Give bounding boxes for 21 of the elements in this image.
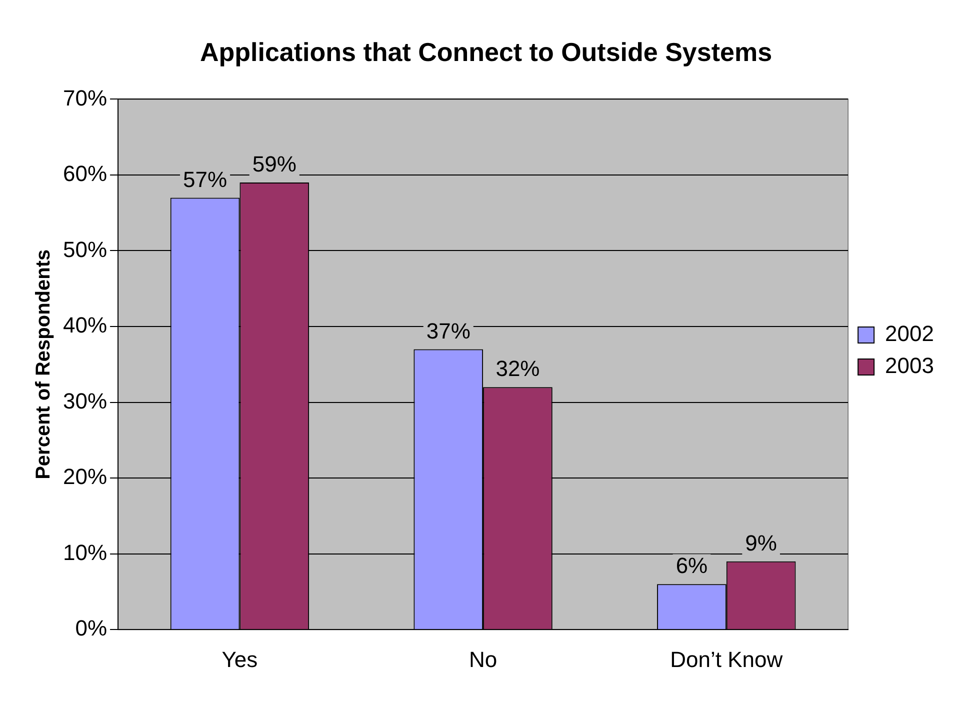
data-label: 6% bbox=[676, 553, 708, 578]
y-axis-title: Percent of Respondents bbox=[32, 249, 55, 480]
data-label: 59% bbox=[252, 152, 296, 177]
data-label: 32% bbox=[496, 356, 540, 382]
y-tick-label: 10% bbox=[62, 540, 108, 565]
x-tick-label: No bbox=[468, 646, 498, 672]
x-tick-label: Yes bbox=[222, 646, 258, 672]
chart-title: Applications that Connect to Outside Systems bbox=[200, 36, 772, 67]
y-tick-label: 20% bbox=[62, 464, 108, 490]
legend-label: 2003 bbox=[885, 353, 934, 378]
y-tick-label: 50% bbox=[62, 236, 108, 262]
y-tick-label: 60% bbox=[62, 161, 108, 186]
y-tick-label: 70% bbox=[62, 85, 108, 110]
y-tick-label: 40% bbox=[62, 312, 108, 338]
data-label: 9% bbox=[745, 530, 777, 556]
y-tick-label: 0% bbox=[75, 616, 108, 641]
y-tick-label: 30% bbox=[62, 388, 108, 414]
data-label: 57% bbox=[183, 166, 228, 192]
data-label: 37% bbox=[426, 318, 470, 344]
legend-label: 2002 bbox=[885, 321, 934, 346]
x-tick-label: Don’t Know bbox=[670, 646, 783, 672]
